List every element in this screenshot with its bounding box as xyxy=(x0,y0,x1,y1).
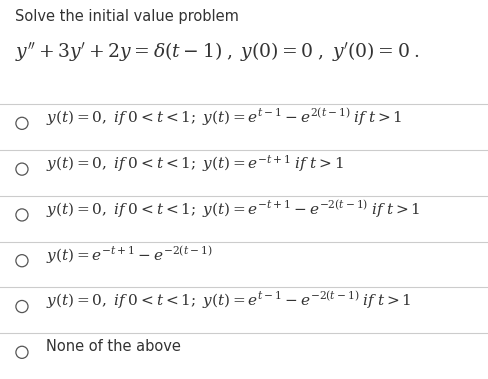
Text: $y'' + 3y' + 2y = \delta(t-1)\;,\;y(0) = 0\;,\;y'(0) = 0\;.$: $y'' + 3y' + 2y = \delta(t-1)\;,\;y(0) =… xyxy=(15,40,420,63)
Text: $y(t) = e^{-t+1} - e^{-2(t-1)}$: $y(t) = e^{-t+1} - e^{-2(t-1)}$ xyxy=(46,244,213,266)
Text: None of the above: None of the above xyxy=(46,339,181,354)
Text: $y(t) = 0,\; if\; 0 < t < 1;\; y(t) = e^{t-1} - e^{2(t-1)}\; if\;t > 1$: $y(t) = 0,\; if\; 0 < t < 1;\; y(t) = e^… xyxy=(46,107,403,128)
Text: $y(t) = 0,\; if\; 0 < t < 1;\; y(t) = e^{t-1} - e^{-2(t-1)}\; if\;t > 1$: $y(t) = 0,\; if\; 0 < t < 1;\; y(t) = e^… xyxy=(46,290,412,312)
Text: $y(t) = 0,\; if\; 0 < t < 1;\; y(t) = e^{-t+1} - e^{-2(t-1)}\; if\;t > 1$: $y(t) = 0,\; if\; 0 < t < 1;\; y(t) = e^… xyxy=(46,199,421,220)
Text: Solve the initial value problem: Solve the initial value problem xyxy=(15,9,239,25)
Text: $y(t) = 0,\; if\; 0 < t < 1;\; y(t) = e^{-t+1}\; if\;t > 1$: $y(t) = 0,\; if\; 0 < t < 1;\; y(t) = e^… xyxy=(46,153,344,174)
